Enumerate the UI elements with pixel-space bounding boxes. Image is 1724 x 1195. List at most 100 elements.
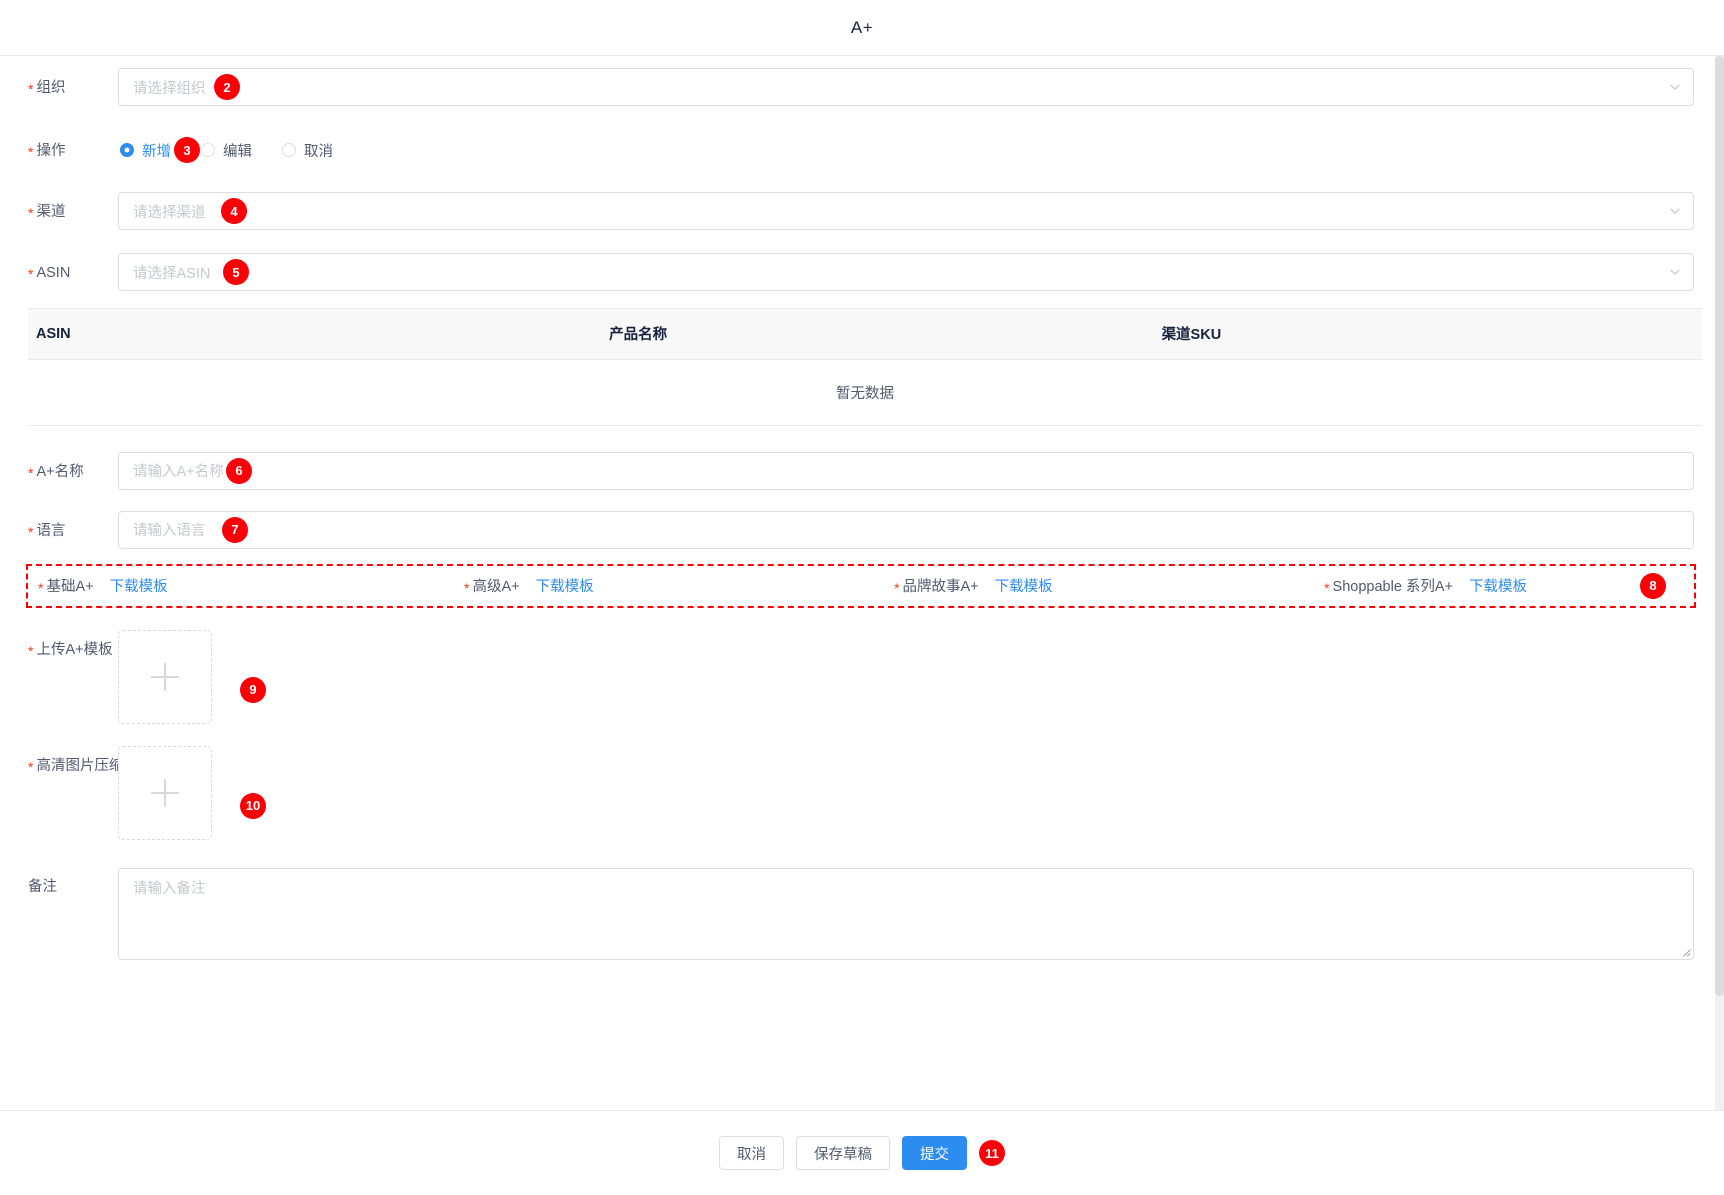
remark-textarea[interactable]: 请输入备注 [118, 867, 1694, 960]
modal-header: A+ [0, 0, 1724, 56]
template-item-shoppable: * Shoppable 系列A+ 下载模板 [1324, 575, 1688, 596]
column-header-product-name: 产品名称 [597, 309, 1150, 360]
language-input[interactable]: 请输入语言 [118, 510, 1694, 549]
field-aplus-name: 请输入A+名称 6 [118, 451, 1702, 490]
label-hd-zip: * 高清图片压缩包 [28, 757, 138, 775]
field-operation: 新增 编辑 取消 3 [118, 131, 1702, 169]
field-upload-template: 9 [118, 629, 1702, 724]
step-badge-5: 5 [223, 259, 249, 285]
vertical-scrollbar-track[interactable] [1715, 56, 1724, 1195]
label-org: * 组织 [28, 80, 66, 97]
field-org: 请选择组织 2 [118, 68, 1702, 106]
required-asterisk: * [894, 579, 900, 596]
required-asterisk: * [1324, 579, 1330, 596]
required-asterisk: * [28, 464, 34, 481]
form-row-language: * 语言 请输入语言 7 [0, 510, 1724, 550]
plus-icon [151, 779, 179, 807]
column-header-asin: ASIN [28, 309, 598, 360]
required-asterisk: * [28, 205, 34, 221]
step-badge-8: 8 [1640, 572, 1666, 599]
download-template-link-advanced[interactable]: 下载模板 [535, 579, 594, 595]
org-select[interactable]: 请选择组织 [118, 68, 1694, 106]
label-asin: * ASIN [28, 265, 71, 282]
radio-label-edit: 编辑 [223, 143, 252, 160]
radio-label-add: 新增 [142, 143, 171, 160]
radio-label-cancel: 取消 [304, 143, 333, 160]
template-download-group: * 基础A+ 下载模板 * 高级A+ 下载模板 * 品牌故事A+ 下载模板 * … [26, 563, 1696, 608]
required-asterisk: * [464, 579, 470, 596]
column-header-channel-sku: 渠道SKU [1149, 309, 1702, 360]
form-row-asin: * ASIN 请选择ASIN 5 [0, 253, 1724, 292]
asin-table-element: ASIN 产品名称 渠道SKU 暂无数据 [28, 309, 1702, 425]
template-name-advanced: 高级A+ [472, 579, 520, 595]
template-name-shoppable: Shoppable 系列A+ [1332, 579, 1454, 595]
asin-table-head: ASIN 产品名称 渠道SKU [28, 309, 1702, 360]
form-row-org: * 组织 请选择组织 2 [0, 68, 1724, 107]
asin-table-body: 暂无数据 [28, 359, 1702, 425]
template-item-advanced: * 高级A+ 下载模板 [464, 575, 894, 596]
form-row-hd-zip: * 高清图片压缩包 10 [0, 745, 1724, 840]
field-language: 请输入语言 7 [118, 510, 1702, 549]
download-template-link-shoppable[interactable]: 下载模板 [1469, 579, 1528, 595]
footer-button-group: 取消 保存草稿 提交 11 [719, 1136, 1005, 1170]
radio-dot-icon [120, 143, 134, 157]
channel-select[interactable]: 请选择渠道 [118, 192, 1694, 230]
form-row-channel: * 渠道 请选择渠道 4 [0, 192, 1724, 231]
radio-dot-icon [201, 143, 215, 157]
radio-option-add[interactable]: 新增 [120, 140, 171, 161]
required-asterisk: * [28, 81, 34, 97]
radio-dot-icon [282, 143, 296, 157]
vertical-scrollbar-thumb[interactable] [1715, 56, 1724, 996]
step-badge-9: 9 [240, 676, 266, 703]
resize-handle-icon[interactable] [1679, 945, 1691, 957]
label-aplus-name: * A+名称 [28, 463, 84, 481]
modal-body: * 组织 请选择组织 2 * 操作 新增 编辑 [0, 56, 1724, 1110]
table-header-row: ASIN 产品名称 渠道SKU [28, 309, 1702, 360]
chevron-down-icon[interactable] [1669, 205, 1681, 217]
aplus-name-input[interactable]: 请输入A+名称 [118, 451, 1694, 490]
step-badge-10: 10 [240, 792, 266, 819]
chevron-down-icon[interactable] [1669, 266, 1681, 278]
field-asin: 请选择ASIN 5 [118, 253, 1702, 291]
radio-option-edit[interactable]: 编辑 [201, 140, 252, 161]
page-title: A+ [850, 17, 874, 37]
plus-icon [151, 663, 179, 691]
channel-select-placeholder: 请选择渠道 [133, 204, 206, 221]
operation-radio-group: 新增 编辑 取消 [118, 131, 1694, 169]
language-placeholder: 请输入语言 [133, 523, 206, 539]
label-upload-template: * 上传A+模板 [28, 641, 113, 659]
field-channel: 请选择渠道 4 [118, 192, 1702, 230]
step-badge-11: 11 [979, 1140, 1005, 1166]
aplus-name-placeholder: 请输入A+名称 [133, 464, 224, 480]
hd-zip-dropzone[interactable] [118, 745, 212, 840]
template-item-basic: * 基础A+ 下载模板 [34, 575, 464, 596]
template-name-brand-story: 品牌故事A+ [902, 579, 979, 595]
asin-select[interactable]: 请选择ASIN [118, 253, 1694, 291]
step-badge-6: 6 [226, 457, 252, 484]
submit-button[interactable]: 提交 [902, 1136, 967, 1170]
form-row-operation: * 操作 新增 编辑 取消 3 [0, 131, 1724, 170]
required-asterisk: * [38, 579, 44, 596]
step-badge-4: 4 [221, 198, 247, 224]
download-template-link-brand-story[interactable]: 下载模板 [994, 579, 1053, 595]
form-row-aplus-name: * A+名称 请输入A+名称 6 [0, 451, 1724, 491]
upload-template-dropzone[interactable] [118, 629, 212, 724]
field-hd-zip: 10 [118, 745, 1702, 840]
radio-option-cancel[interactable]: 取消 [282, 140, 333, 161]
step-badge-2: 2 [214, 74, 240, 100]
chevron-down-icon[interactable] [1669, 81, 1681, 93]
required-asterisk: * [28, 642, 34, 659]
remark-placeholder: 请输入备注 [133, 880, 206, 897]
step-badge-3: 3 [174, 137, 200, 163]
modal-footer: 取消 保存草稿 提交 11 [0, 1110, 1724, 1195]
save-draft-button[interactable]: 保存草稿 [796, 1136, 890, 1170]
label-operation: * 操作 [28, 143, 66, 160]
required-asterisk: * [28, 758, 34, 775]
label-channel: * 渠道 [28, 204, 66, 221]
asin-table: ASIN 产品名称 渠道SKU 暂无数据 [28, 308, 1702, 426]
form-row-upload-template: * 上传A+模板 9 [0, 629, 1724, 724]
cancel-button[interactable]: 取消 [719, 1136, 784, 1170]
form-row-remark: 备注 请输入备注 [0, 867, 1724, 960]
template-name-basic: 基础A+ [46, 579, 94, 595]
download-template-link-basic[interactable]: 下载模板 [109, 579, 168, 595]
